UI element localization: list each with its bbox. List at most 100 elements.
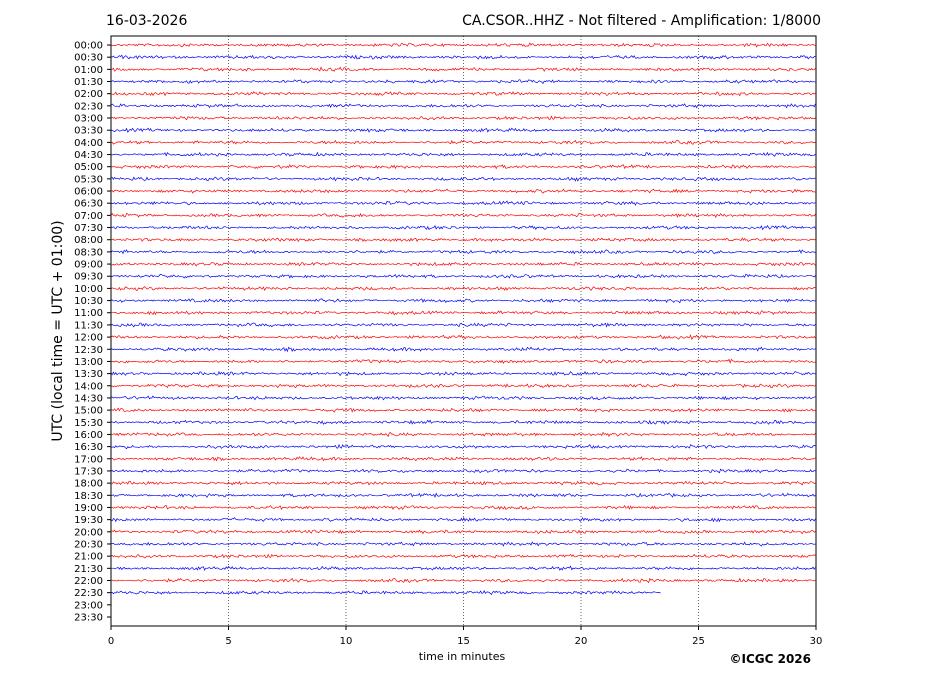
y-tick-label: 08:00: [74, 235, 103, 246]
copyright: ©ICGC 2026: [729, 652, 811, 666]
y-tick-label: 15:30: [74, 418, 103, 429]
trace: [110, 237, 816, 243]
y-tick-label: 11:30: [74, 320, 103, 331]
trace: [110, 456, 816, 462]
trace: [110, 553, 816, 559]
trace: [110, 590, 661, 596]
y-tick-label: 02:00: [74, 89, 103, 100]
y-tick-label: 06:00: [74, 187, 103, 198]
y-tick-label: 19:30: [74, 515, 103, 526]
y-tick-label: 21:30: [74, 564, 103, 575]
trace: [110, 79, 816, 85]
y-tick-label: 01:30: [74, 77, 103, 88]
y-tick-label: 18:30: [74, 491, 103, 502]
y-tick-label: 22:30: [74, 588, 103, 599]
trace: [110, 139, 816, 145]
y-tick-label: 07:30: [74, 223, 103, 234]
y-tick-label: 23:30: [74, 613, 103, 624]
trace: [110, 468, 816, 474]
x-tick-label: 15: [457, 636, 470, 647]
y-tick-label: 20:00: [74, 527, 103, 538]
trace: [110, 443, 816, 450]
trace: [110, 504, 816, 511]
y-tick-label: 23:00: [74, 600, 103, 611]
y-tick-label: 11:00: [74, 308, 103, 319]
trace: [110, 103, 816, 109]
trace: [110, 200, 816, 206]
y-tick-label: 06:30: [74, 199, 103, 210]
y-tick-label: 21:00: [74, 552, 103, 563]
y-tick-label: 05:30: [74, 174, 103, 185]
trace: [110, 127, 816, 133]
y-tick-label: 10:30: [74, 296, 103, 307]
x-tick-label: 30: [810, 636, 823, 647]
y-tick-label: 00:30: [74, 53, 103, 64]
chart-title: CA.CSOR..HHZ - Not filtered - Amplificat…: [462, 13, 821, 29]
trace: [110, 334, 816, 341]
trace: [110, 273, 816, 279]
y-tick-label: 14:30: [74, 393, 103, 404]
trace: [110, 492, 816, 498]
y-tick-label: 01:00: [74, 65, 103, 76]
y-tick-label: 09:00: [74, 260, 103, 271]
y-tick-label: 15:00: [74, 406, 103, 417]
x-axis-label: time in minutes: [419, 650, 506, 663]
trace: [110, 541, 816, 547]
trace: [110, 565, 816, 571]
trace: [110, 529, 816, 535]
y-tick-label: 16:00: [74, 430, 103, 441]
trace: [110, 577, 816, 584]
y-tick-label: 12:00: [74, 333, 103, 344]
trace: [110, 176, 816, 182]
y-axis-label: UTC (local time = UTC + 01:00): [50, 220, 66, 441]
y-tick-label: 09:30: [74, 272, 103, 283]
x-tick-label: 10: [340, 636, 353, 647]
trace: [110, 322, 816, 328]
y-tick-label: 22:00: [74, 576, 103, 587]
x-tick-label: 0: [108, 636, 114, 647]
y-tick-label: 02:30: [74, 101, 103, 112]
y-tick-label: 16:30: [74, 442, 103, 453]
y-tick-label: 10:00: [74, 284, 103, 295]
y-tick-label: 20:30: [74, 539, 103, 550]
y-tick-label: 00:00: [74, 41, 103, 52]
trace: [110, 298, 816, 304]
y-tick-label: 19:00: [74, 503, 103, 514]
y-tick-label: 08:30: [74, 247, 103, 258]
x-tick-label: 25: [692, 636, 705, 647]
trace: [110, 407, 816, 413]
y-tick-label: 14:00: [74, 381, 103, 392]
trace: [110, 54, 816, 60]
y-tick-label: 13:00: [74, 357, 103, 368]
x-tick-label: 20: [575, 636, 588, 647]
trace: [110, 151, 816, 157]
y-tick-label: 13:30: [74, 369, 103, 380]
y-tick-label: 17:30: [74, 466, 103, 477]
trace: [110, 224, 816, 231]
trace: [110, 212, 816, 219]
y-tick-label: 17:00: [74, 454, 103, 465]
trace: [110, 261, 816, 267]
trace: [111, 91, 816, 97]
trace: [110, 188, 816, 194]
trace: [110, 346, 816, 353]
y-tick-label: 12:30: [74, 345, 103, 356]
y-tick-label: 04:30: [74, 150, 103, 161]
trace: [110, 383, 816, 389]
trace: [110, 42, 816, 48]
y-tick-label: 18:00: [74, 479, 103, 490]
y-tick-label: 04:00: [74, 138, 103, 149]
y-tick-label: 03:30: [74, 126, 103, 137]
trace: [110, 286, 816, 291]
date: 16-03-2026: [106, 13, 187, 29]
y-tick-label: 03:00: [74, 114, 103, 125]
trace: [110, 370, 816, 377]
y-tick-label: 05:00: [74, 162, 103, 173]
trace: [110, 419, 816, 425]
trace: [110, 164, 816, 170]
x-tick-label: 5: [225, 636, 231, 647]
trace: [110, 310, 816, 316]
trace: [110, 358, 816, 364]
trace: [110, 480, 816, 486]
